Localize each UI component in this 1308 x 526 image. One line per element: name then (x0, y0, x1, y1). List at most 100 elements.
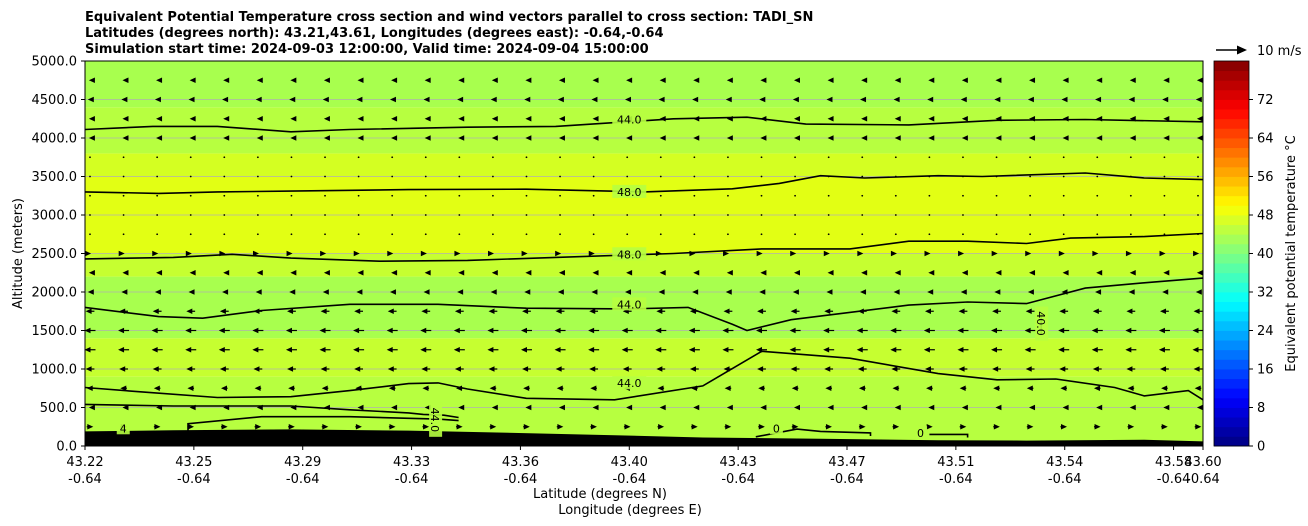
wind-vector (823, 250, 830, 257)
wind-vector (1029, 214, 1032, 216)
wind-vector (1161, 423, 1168, 430)
wind-vector (458, 404, 465, 411)
wind-vector (1163, 404, 1170, 411)
wind-vector (525, 233, 528, 236)
wind-vector (894, 214, 897, 216)
wind-vector (1161, 385, 1168, 392)
wind-vector (927, 289, 934, 295)
wind-vector (626, 156, 629, 159)
x-tick-label-lat: 43.40 (611, 455, 648, 470)
wind-vector (961, 115, 968, 122)
wind-vector (793, 269, 800, 276)
wind-vector (491, 135, 498, 141)
colorbar-segment (1214, 292, 1249, 303)
wind-vector (555, 250, 562, 257)
wind-vector (1093, 385, 1101, 392)
wind-vector (525, 115, 532, 122)
wind-vector (1029, 135, 1036, 141)
wind-vector (458, 214, 461, 216)
wind-vector (726, 115, 733, 122)
colorbar-segment (1214, 166, 1249, 177)
y-tick-label: 1500.0 (32, 324, 78, 339)
wind-vector (928, 233, 931, 236)
wind-vector (790, 250, 797, 257)
wind-vector (188, 289, 195, 295)
wind-vector (218, 346, 230, 353)
wind-vector (555, 366, 565, 372)
wind-vector (655, 250, 662, 257)
fill-band-7 (85, 61, 1203, 108)
wind-vector (793, 135, 800, 141)
wind-vector (757, 366, 766, 372)
wind-vector (357, 77, 364, 84)
x-tick-label-lat: 43.22 (66, 455, 103, 470)
x-axis: 43.22 -0.64 43.25 -0.64 43.29 -0.64 43.33 -0.64… (66, 446, 1222, 487)
wind-vector (357, 194, 360, 197)
x-tick-label-lat: 43.43 (720, 455, 757, 470)
wind-vector (1096, 135, 1103, 141)
chart-title-line-1: Equivalent Potential Temperature cross s… (85, 10, 813, 25)
wind-vector (727, 194, 729, 197)
wind-vector (622, 366, 632, 372)
wind-vector (861, 194, 864, 197)
wind-vector (592, 194, 595, 197)
wind-vector (892, 385, 900, 392)
wind-vector (592, 404, 599, 411)
wind-vector (223, 233, 226, 236)
wind-vector (760, 77, 767, 84)
wind-vector (354, 366, 364, 372)
wind-vector (894, 175, 897, 178)
wind-vector (256, 194, 259, 197)
wind-vector (657, 385, 665, 392)
horizontal-grid (85, 99, 1203, 408)
wind-vector (860, 96, 867, 103)
wind-vector (387, 308, 397, 315)
wind-vector (893, 96, 900, 103)
wind-vector (891, 366, 901, 372)
wind-vector (760, 214, 763, 216)
wind-vector (256, 269, 263, 276)
colorbar-segment (1214, 138, 1249, 149)
wind-vector (285, 327, 297, 334)
wind-vector (1029, 194, 1032, 197)
wind-vector (626, 404, 633, 411)
svg-text:0: 0 (773, 422, 780, 435)
wind-vector (391, 404, 398, 411)
wind-vector (1060, 385, 1067, 392)
wind-vector (962, 156, 964, 159)
wind-vector (1163, 77, 1170, 84)
y-tick-label: 2500.0 (32, 247, 78, 262)
contour-line-8 (755, 428, 872, 438)
colorbar-segment (1214, 99, 1249, 110)
wind-vector (591, 289, 598, 295)
wind-vector (89, 175, 91, 178)
wind-vector (156, 135, 163, 141)
wind-vector (1092, 250, 1099, 257)
wind-vector (523, 385, 530, 392)
wind-vector (1062, 115, 1069, 122)
wind-vector (89, 214, 91, 216)
wind-vector (688, 327, 700, 334)
wind-vector (290, 175, 293, 178)
contour-line-3 (85, 277, 1203, 332)
wind-vector (1027, 96, 1034, 103)
wind-vector (1163, 175, 1166, 178)
wind-vector (424, 77, 431, 84)
wind-vector (189, 115, 196, 122)
wind-vector (357, 175, 360, 178)
wind-vector (928, 214, 931, 216)
wind-vector (256, 214, 259, 216)
wind-vector (559, 214, 561, 216)
colorbar-segment (1214, 205, 1249, 216)
wind-vector (758, 385, 765, 392)
wind-vector (458, 269, 465, 276)
fill-band-5 (85, 153, 1203, 177)
wind-vector (1025, 366, 1035, 372)
fill-band-3 (85, 253, 1203, 277)
wind-vector (789, 346, 801, 353)
wind-vector (256, 135, 263, 141)
wind-vector (959, 385, 967, 392)
wind-vector (491, 77, 498, 84)
wind-vector (659, 269, 666, 276)
x-tick-label-lat: 43.47 (828, 455, 865, 470)
